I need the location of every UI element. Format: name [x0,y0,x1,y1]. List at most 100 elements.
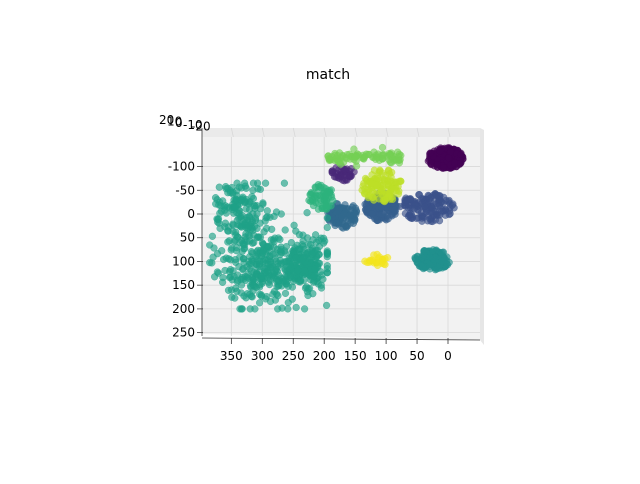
point-c6-545 [293,241,301,249]
x-grid-line-top-0 [230,127,234,138]
x-tick-label-6: 50 [409,349,424,363]
point-c6-608 [214,216,222,224]
point-c6-577 [246,260,254,268]
x-tick-label-3: 200 [313,349,336,363]
point-c8-88 [325,155,333,163]
point-c6-643 [308,250,316,258]
point-c6-533 [249,179,258,187]
point-c3-99 [332,219,340,227]
point-c6-73 [215,183,223,191]
point-c6-134 [210,244,218,252]
point-c6-238 [208,259,216,267]
point-c6-498 [323,269,331,277]
x-tick-label-4: 150 [344,349,367,363]
point-c8-71 [343,155,351,163]
point-c1-124 [418,194,426,203]
point-c0-208 [445,154,453,162]
point-c4-39 [337,172,345,180]
point-c6-206 [241,182,249,190]
z-tick-label-0: 20 [159,113,174,127]
x-grid-line-top-4 [354,127,358,138]
y-tick-labels: -100 -50 0 50 100 150 200 250 [168,160,203,340]
point-c6-241 [292,303,300,312]
back-pane [202,137,480,340]
point-c6-639 [301,267,309,275]
y-tick-label-1: -50 [175,183,195,197]
point-c7-53 [314,181,322,189]
point-c7-54 [308,196,316,204]
point-c6-619 [320,239,328,247]
x-axis-line [201,337,481,341]
point-c3-107 [344,205,352,213]
point-c6-317 [268,225,276,233]
point-c8-68 [350,145,358,153]
point-c6-618 [266,264,275,272]
point-c6-591 [265,278,273,286]
point-c9-101 [390,185,399,193]
axis-lines [201,128,481,341]
point-c6-600 [208,232,217,240]
x-grid-line-top-3 [323,127,327,138]
point-c2-149 [377,203,386,212]
point-c9-68 [372,190,380,198]
y-tick-label-0: -100 [168,160,195,174]
point-c2-158 [390,206,399,214]
x-grid-line-top-6 [416,127,420,138]
point-c6-603 [254,256,262,264]
point-c1-138 [410,205,418,213]
point-c6-586 [258,272,266,280]
point-c6-620 [296,278,304,286]
point-c2-146 [378,210,386,219]
z-tick-label-2: 0 [175,116,183,130]
point-c3-85 [352,210,360,219]
point-c1-137 [441,211,450,219]
point-c6-369 [233,179,241,187]
point-c5-133 [437,249,446,257]
point-c6-437 [262,179,270,187]
y-tick-label-3: 50 [180,231,195,245]
point-c6-358 [281,289,290,298]
point-c6-537 [235,263,243,271]
point-c6-614 [263,213,271,221]
point-c8-86 [372,155,380,163]
x-tick-label-2: 250 [282,349,305,363]
point-c8-87 [351,153,359,161]
point-c7-52 [314,205,323,213]
point-c0-219 [426,149,434,157]
point-c6-542 [231,294,239,302]
point-c9-103 [393,179,401,187]
point-c6-649 [238,305,246,313]
point-c8-82 [335,149,344,157]
point-c7-59 [321,187,329,195]
point-c6-468 [263,207,271,215]
point-c6-270 [277,210,285,218]
chart-title: match [306,67,350,83]
point-c6-440 [323,301,331,310]
point-c1-119 [425,192,433,200]
point-c6-604 [249,287,257,295]
point-c6-634 [222,183,230,191]
point-c3-86 [343,222,352,230]
point-c6-629 [232,228,240,236]
point-c8-89 [378,155,387,163]
point-c0-212 [433,160,441,169]
point-c6-527 [280,179,289,187]
point-c6-439 [229,188,237,197]
point-c6-521 [213,268,222,276]
point-c6-553 [255,263,264,271]
x-grid-line-top-1 [261,127,265,138]
point-c6-305 [218,247,226,255]
point-c5-149 [426,253,434,261]
point-c8-79 [392,156,400,164]
point-c6-499 [237,289,245,297]
point-c6-523 [303,288,312,296]
point-c6-636 [275,281,283,289]
point-c6-581 [250,239,258,247]
point-c6-256 [281,226,289,234]
point-c1-129 [421,203,429,211]
point-c6-381 [246,305,254,313]
point-c6-559 [256,233,265,241]
point-c1-139 [437,204,445,213]
